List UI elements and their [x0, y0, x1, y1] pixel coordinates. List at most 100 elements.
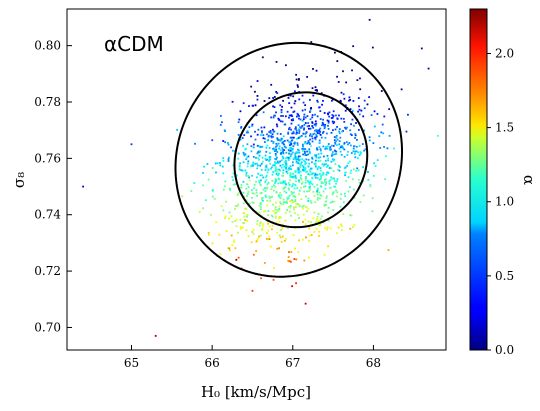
- scatter-point: [294, 198, 297, 201]
- scatter-point: [207, 233, 210, 236]
- scatter-point: [265, 196, 267, 199]
- scatter-point: [263, 187, 266, 189]
- scatter-point: [340, 117, 343, 120]
- scatter-point: [291, 164, 294, 167]
- scatter-point: [297, 168, 300, 171]
- scatter-point: [274, 157, 277, 160]
- scatter-point: [288, 251, 290, 254]
- scatter-point: [268, 131, 271, 133]
- scatter-point: [344, 174, 346, 177]
- scatter-point: [327, 157, 330, 160]
- scatter-point: [346, 154, 349, 156]
- scatter-point: [294, 176, 297, 178]
- scatter-point: [339, 150, 342, 153]
- scatter-point: [358, 105, 360, 108]
- scatter-point: [247, 160, 250, 163]
- scatter-point: [308, 98, 311, 101]
- scatter-point: [282, 180, 285, 183]
- scatter-point: [368, 96, 371, 99]
- scatter-point: [246, 183, 249, 186]
- scatter-point: [291, 176, 293, 179]
- contour-2-sigma: [174, 41, 404, 278]
- scatter-point: [316, 132, 319, 134]
- scatter-point: [243, 154, 246, 157]
- scatter-point: [315, 69, 318, 72]
- scatter-point: [343, 167, 346, 170]
- scatter-point: [290, 136, 293, 139]
- scatter-point: [272, 128, 274, 131]
- scatter-point: [352, 150, 355, 153]
- scatter-point: [343, 120, 346, 123]
- scatter-point: [282, 157, 285, 160]
- scatter-point: [307, 139, 310, 142]
- scatter-point: [327, 211, 329, 214]
- scatter-point: [343, 148, 346, 151]
- scatter-point: [330, 131, 333, 134]
- scatter-point: [298, 128, 301, 131]
- scatter-point: [257, 128, 260, 131]
- scatter-point: [328, 167, 331, 170]
- scatter-point: [342, 117, 345, 120]
- scatter-point: [299, 118, 302, 121]
- scatter-point: [306, 142, 308, 145]
- scatter-point: [259, 164, 262, 167]
- scatter-point: [326, 147, 328, 150]
- scatter-point: [358, 113, 361, 116]
- scatter-point: [302, 169, 304, 171]
- scatter-point: [255, 189, 258, 192]
- scatter-point: [284, 161, 287, 163]
- scatter-point: [225, 200, 228, 203]
- scatter-point: [255, 210, 258, 213]
- scatter-point: [286, 202, 288, 204]
- scatter-point: [219, 253, 222, 256]
- scatter-point: [333, 121, 336, 123]
- scatter-point: [333, 158, 336, 161]
- scatter-point: [297, 151, 300, 154]
- scatter-point: [292, 145, 295, 148]
- scatter-point: [374, 165, 377, 167]
- scatter-point: [251, 174, 254, 177]
- scatter-point: [336, 144, 338, 147]
- scatter-point: [293, 142, 296, 145]
- scatter-point: [245, 158, 248, 160]
- scatter-point: [353, 188, 355, 191]
- scatter-point: [276, 132, 279, 135]
- scatter-point: [281, 235, 284, 238]
- scatter-point: [258, 224, 261, 227]
- scatter-point: [314, 124, 317, 127]
- scatter-point: [305, 154, 308, 156]
- scatter-point: [315, 227, 318, 230]
- scatter-point: [320, 195, 323, 197]
- scatter-point: [292, 157, 295, 160]
- scatter-point: [256, 220, 259, 222]
- scatter-point: [324, 159, 327, 162]
- scatter-point: [316, 167, 319, 170]
- scatter-point: [231, 175, 234, 178]
- scatter-point: [240, 184, 243, 186]
- scatter-point: [288, 147, 291, 149]
- scatter-point: [295, 78, 298, 81]
- scatter-point: [256, 144, 259, 147]
- scatter-point: [274, 206, 277, 209]
- scatter-point: [282, 169, 285, 172]
- scatter-point: [355, 122, 357, 124]
- scatter-point: [288, 183, 291, 186]
- scatter-point: [210, 213, 212, 216]
- scatter-point: [300, 161, 303, 164]
- scatter-point: [337, 81, 340, 83]
- scatter-point: [301, 109, 304, 112]
- scatter-point: [328, 111, 331, 114]
- scatter-point: [304, 167, 307, 169]
- scatter-point: [306, 190, 308, 193]
- scatter-point: [282, 142, 284, 144]
- scatter-point: [309, 185, 311, 188]
- scatter-point: [306, 125, 309, 128]
- scatter-point: [325, 182, 327, 184]
- scatter-point: [284, 211, 287, 214]
- scatter-point: [384, 178, 387, 181]
- scatter-point: [308, 151, 311, 154]
- scatter-point: [296, 84, 299, 87]
- scatter-point: [228, 187, 231, 190]
- scatter-point: [239, 162, 241, 165]
- scatter-point: [314, 86, 317, 89]
